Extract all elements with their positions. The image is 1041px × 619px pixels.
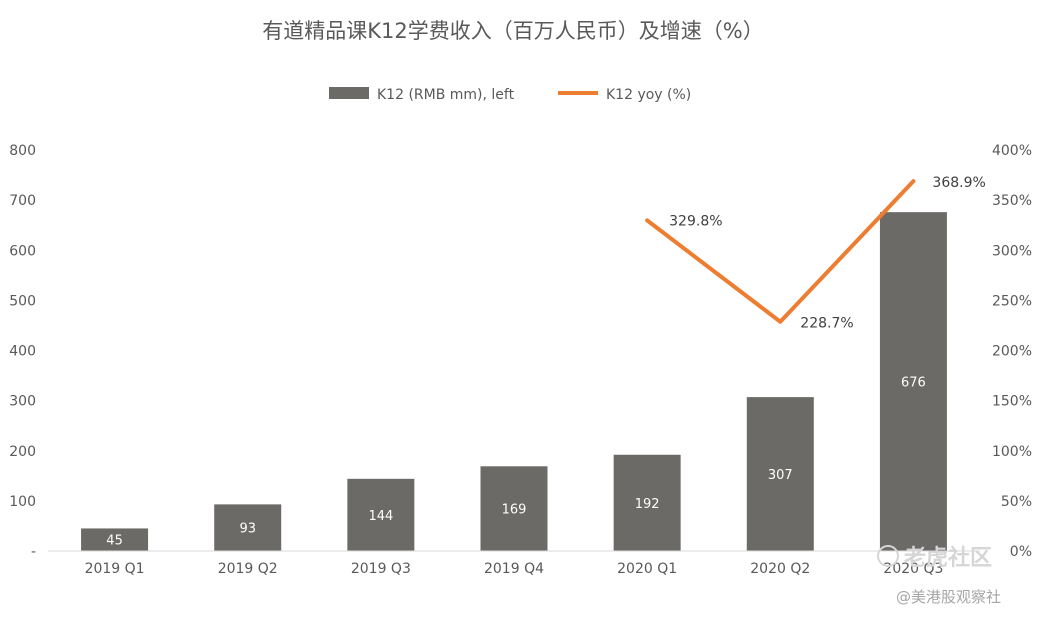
bar-labels: 45 93 144 169 192 307 676 bbox=[106, 376, 926, 549]
watermark-logo-icon bbox=[877, 545, 899, 567]
watermark: 老虎社区 @美港股观察社 bbox=[877, 545, 1001, 606]
yoy-line bbox=[645, 179, 916, 324]
x-tick-label: 2019 Q3 bbox=[351, 561, 411, 577]
bar bbox=[746, 397, 814, 551]
right-tick-label: 350% bbox=[992, 193, 1032, 209]
bar bbox=[480, 466, 548, 551]
bar bbox=[81, 528, 149, 551]
left-tick-label: - bbox=[31, 544, 36, 560]
line-labels: 329.8% 228.7% 368.9% bbox=[669, 175, 986, 332]
left-tick-label: 400 bbox=[9, 344, 36, 360]
x-tick-label: 2020 Q3 bbox=[883, 561, 943, 577]
watermark-sub: @美港股观察社 bbox=[896, 588, 1001, 606]
right-axis: 0% 50% 100% 150% 200% 250% 300% 350% 400% bbox=[992, 143, 1032, 560]
line-data-label: 228.7% bbox=[800, 316, 853, 332]
bar-data-label: 144 bbox=[368, 509, 393, 524]
bar-data-label: 93 bbox=[239, 522, 256, 537]
bar-data-label: 45 bbox=[106, 534, 123, 549]
bar-data-label: 676 bbox=[901, 376, 926, 391]
right-tick-label: 200% bbox=[992, 344, 1032, 360]
legend-bar-label: K12 (RMB mm), left bbox=[377, 87, 515, 103]
bar bbox=[214, 504, 282, 551]
bar-series bbox=[81, 212, 947, 551]
right-tick-label: 300% bbox=[992, 243, 1032, 259]
right-tick-label: 100% bbox=[992, 444, 1032, 460]
bar-data-label: 169 bbox=[502, 503, 527, 518]
x-tick-label: 2019 Q1 bbox=[85, 561, 145, 577]
left-tick-label: 300 bbox=[9, 394, 36, 410]
right-tick-label: 0% bbox=[1010, 544, 1032, 560]
left-tick-label: 500 bbox=[9, 293, 36, 309]
legend-line-label: K12 yoy (%) bbox=[606, 87, 691, 103]
left-tick-label: 800 bbox=[9, 143, 36, 159]
bar-data-label: 192 bbox=[635, 497, 660, 512]
x-tick-label: 2019 Q2 bbox=[218, 561, 278, 577]
bar bbox=[879, 212, 947, 551]
x-axis: 2019 Q1 2019 Q2 2019 Q3 2019 Q4 2020 Q1 2020 … bbox=[48, 550, 980, 577]
right-tick-label: 50% bbox=[1001, 494, 1032, 510]
legend: K12 (RMB mm), left K12 yoy (%) bbox=[329, 87, 691, 103]
right-tick-label: 250% bbox=[992, 293, 1032, 309]
bar-data-label: 307 bbox=[768, 468, 793, 483]
x-tick-label: 2019 Q4 bbox=[484, 561, 544, 577]
line-data-label: 329.8% bbox=[669, 213, 722, 229]
right-tick-label: 150% bbox=[992, 394, 1032, 410]
line-series bbox=[645, 179, 916, 324]
chart-title: 有道精品课K12学费收入（百万人民币）及增速（%） bbox=[262, 19, 763, 43]
x-tick-label: 2020 Q2 bbox=[750, 561, 810, 577]
watermark-main: 老虎社区 bbox=[903, 545, 992, 571]
left-tick-label: 200 bbox=[9, 444, 36, 460]
line-data-label: 368.9% bbox=[932, 175, 985, 191]
left-axis: - 100 200 300 400 500 600 700 800 bbox=[9, 143, 36, 560]
right-tick-label: 400% bbox=[992, 143, 1032, 159]
left-tick-label: 600 bbox=[9, 243, 36, 259]
left-tick-label: 100 bbox=[9, 494, 36, 510]
bar bbox=[613, 454, 681, 551]
bar bbox=[347, 478, 415, 551]
left-tick-label: 700 bbox=[9, 193, 36, 209]
x-tick-label: 2020 Q1 bbox=[617, 561, 677, 577]
legend-bar-swatch bbox=[329, 87, 369, 99]
